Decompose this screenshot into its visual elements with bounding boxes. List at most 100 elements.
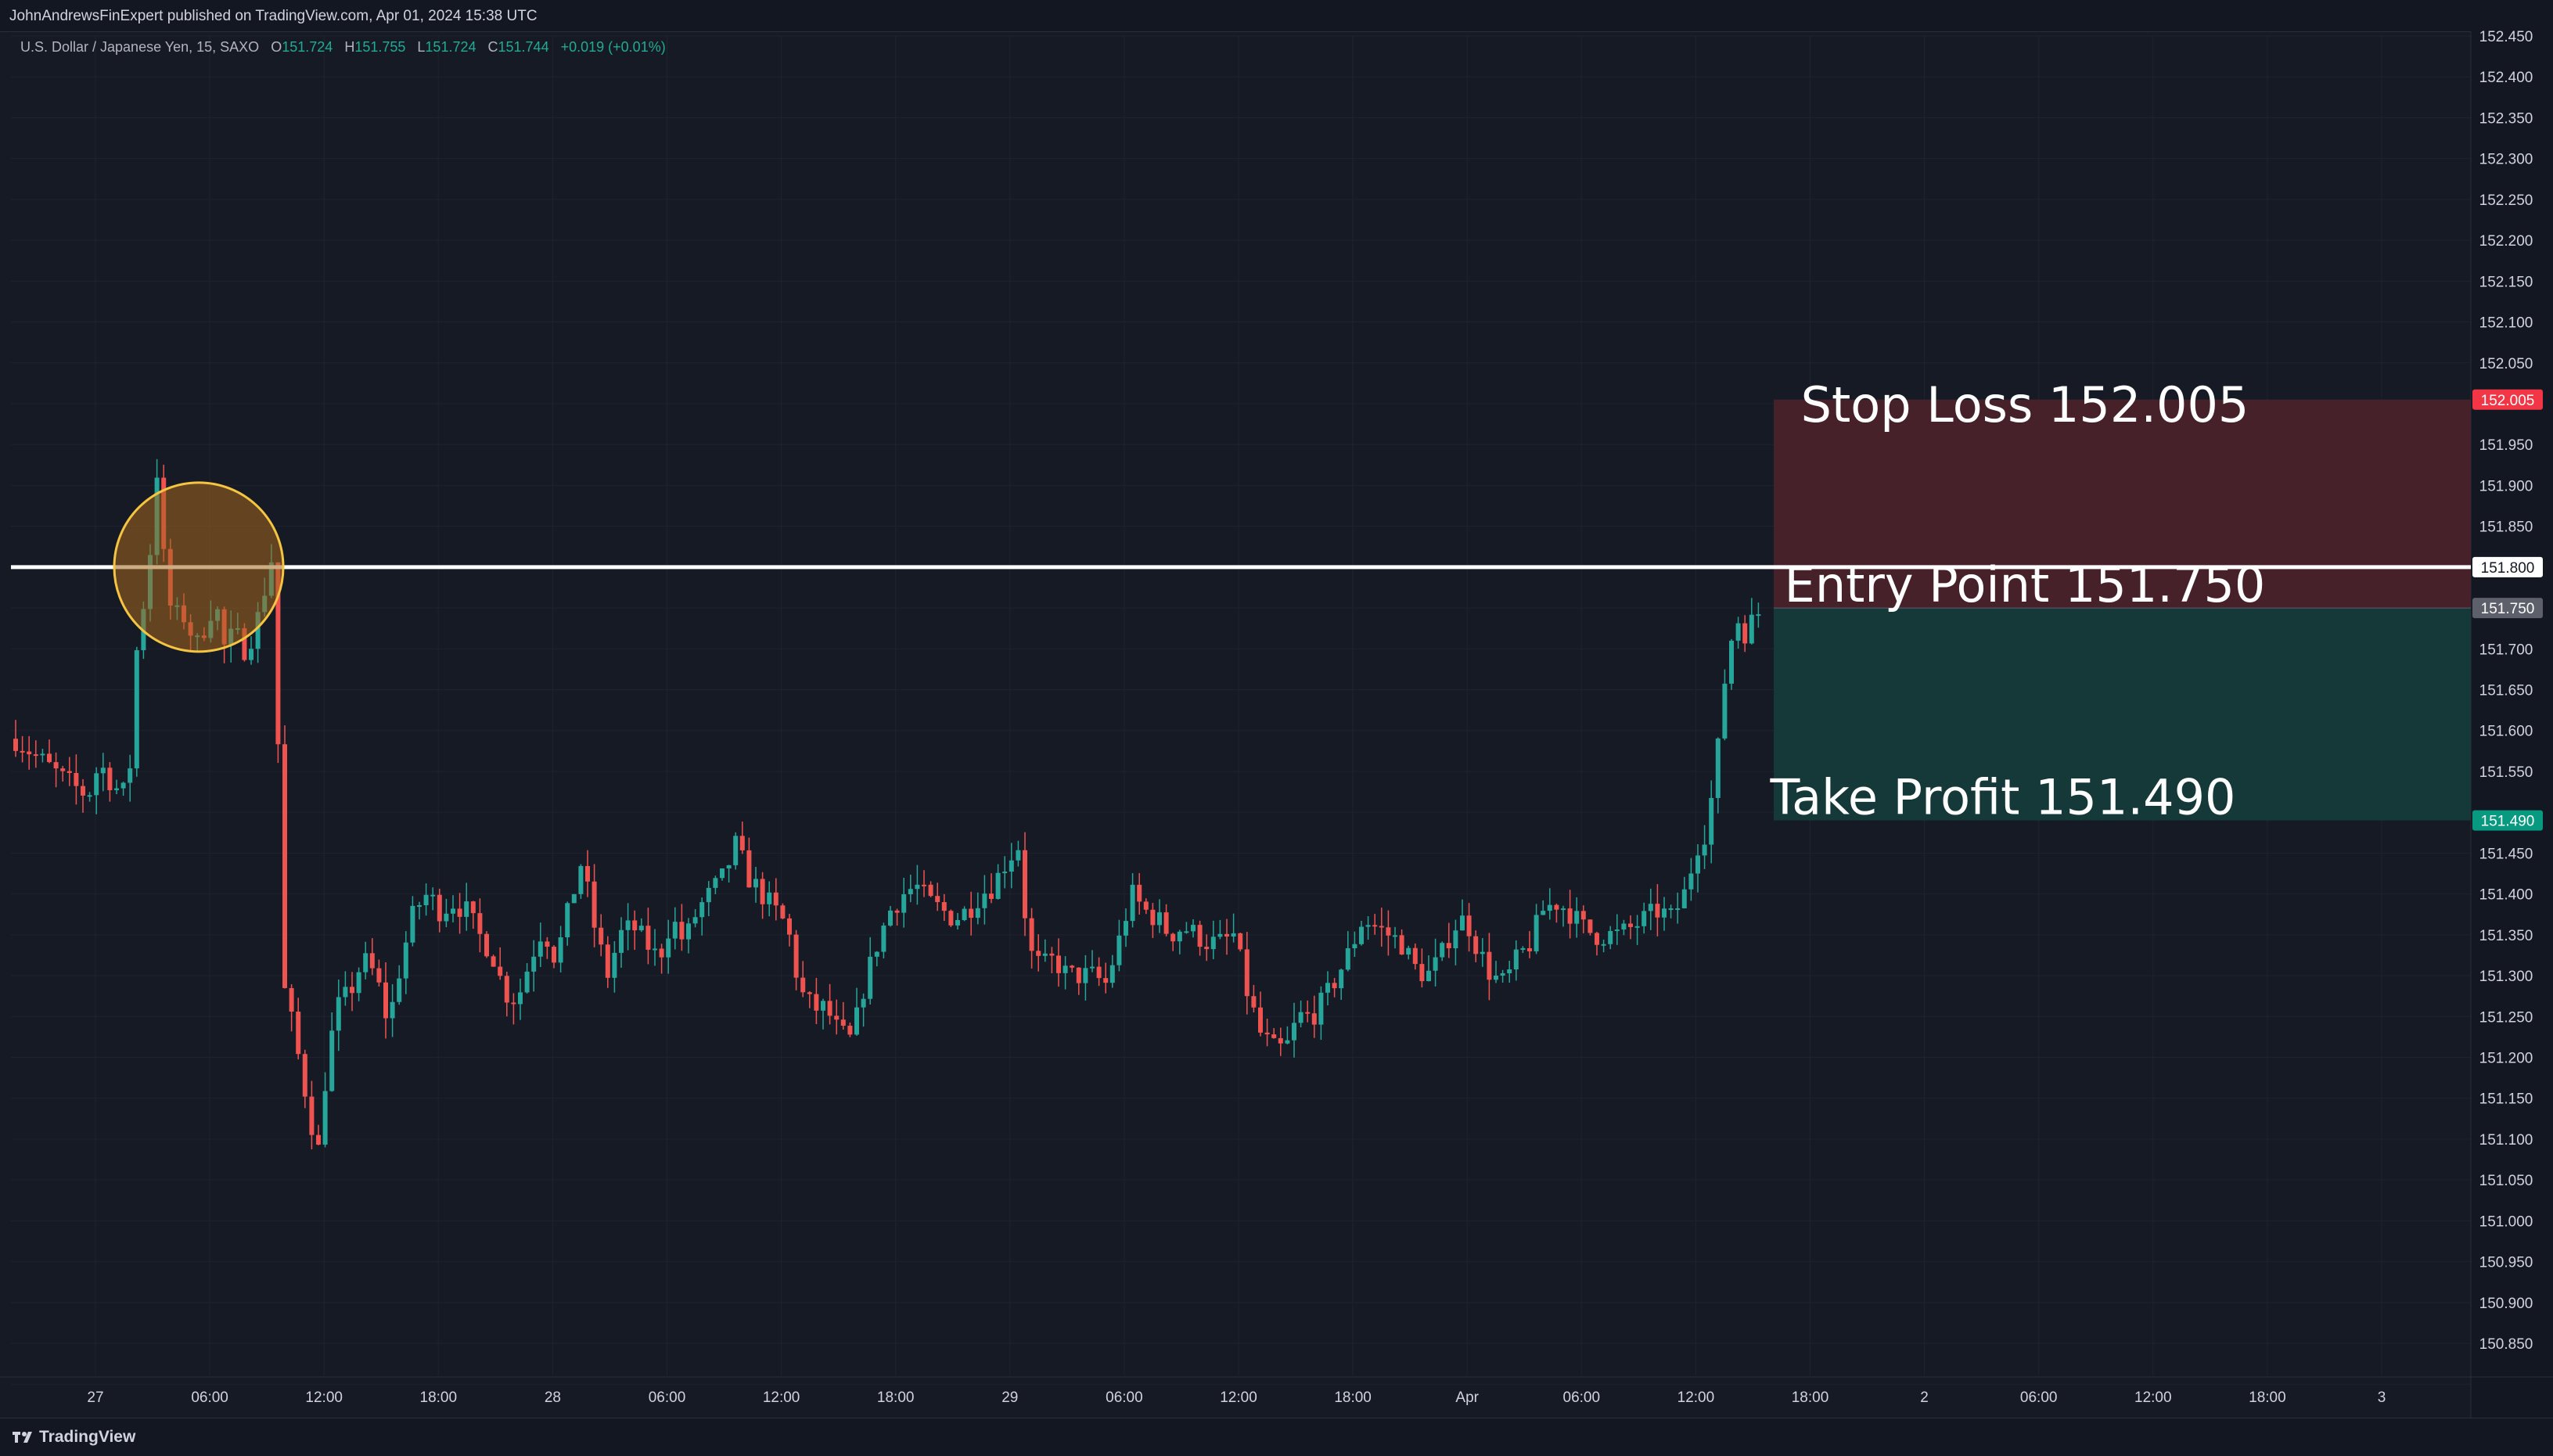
candle-body: [840, 1019, 846, 1026]
candle-body: [1197, 925, 1203, 947]
candle-body: [692, 917, 698, 924]
y-tick-label: 150.850: [2479, 1336, 2533, 1353]
candle-body: [1325, 983, 1330, 993]
candle-body: [1339, 969, 1344, 989]
candle-body: [807, 992, 812, 994]
candle-body: [1244, 949, 1250, 997]
candle-body: [1070, 965, 1075, 968]
candle-body: [720, 868, 725, 879]
candle-body: [60, 768, 66, 771]
candle-body: [53, 762, 59, 769]
candle-body: [1426, 970, 1431, 982]
candle-body: [1668, 908, 1674, 911]
x-tick-label: 3: [2378, 1389, 2386, 1406]
candle-body: [1332, 983, 1337, 989]
candle-body: [612, 952, 617, 978]
candle-body: [1083, 968, 1088, 983]
candle-body: [565, 903, 570, 937]
y-tick-label: 151.350: [2479, 928, 2533, 944]
y-tick-label: 151.850: [2479, 519, 2533, 536]
candle-body: [491, 956, 496, 967]
candle-body: [1433, 957, 1438, 971]
candle-body: [1460, 915, 1465, 931]
candle-body: [1561, 908, 1566, 911]
line-price-badge-bg: [2472, 556, 2543, 577]
candle-body: [275, 562, 281, 745]
candle-body: [545, 941, 550, 947]
candle-body: [100, 768, 106, 774]
candle-body: [20, 750, 25, 753]
candle-body: [726, 865, 732, 868]
x-tick-label: 12:00: [2134, 1389, 2172, 1406]
candle-body: [1648, 904, 1653, 911]
candle-body: [1090, 966, 1095, 969]
candle-body: [1386, 927, 1391, 936]
y-tick-label: 151.600: [2479, 724, 2533, 740]
candle-body: [578, 865, 584, 894]
candle-body: [74, 772, 79, 786]
candle-body: [1184, 931, 1189, 933]
candle-body: [1541, 911, 1546, 915]
candle-body: [350, 987, 354, 994]
candle-body: [1614, 929, 1620, 932]
candle-body: [255, 612, 261, 649]
candle-body: [861, 998, 866, 1008]
candle-body: [1109, 965, 1115, 983]
x-tick-label: 28: [545, 1389, 561, 1406]
candle-body: [1399, 935, 1404, 954]
candle-body: [470, 901, 476, 914]
candle-body: [1595, 933, 1599, 945]
candle-body: [1379, 926, 1384, 928]
candle-body: [827, 1001, 832, 1016]
candle-body: [430, 894, 436, 897]
candle-body: [1473, 936, 1479, 954]
candle-body: [1547, 904, 1552, 911]
candle-body: [922, 884, 926, 886]
take-profit-label: Take Profit 151.490: [1770, 769, 2236, 826]
candle-body: [1453, 930, 1458, 949]
candle-body: [1608, 931, 1613, 944]
candle-body: [296, 1011, 301, 1055]
candle-body: [1124, 921, 1128, 936]
x-tick-label: 12:00: [763, 1389, 800, 1406]
stop-loss-zone: [1774, 399, 2471, 609]
candle-body: [1231, 933, 1236, 937]
candle-body: [1681, 889, 1687, 908]
candle-body: [1513, 949, 1519, 970]
candle-body: [1029, 918, 1034, 951]
x-tick-label: 27: [87, 1389, 103, 1406]
y-tick-label: 151.700: [2479, 642, 2533, 658]
candle-body: [114, 788, 119, 791]
candle-body: [780, 905, 786, 919]
take-profit-zone: [1774, 608, 2471, 821]
candle-body: [329, 1030, 335, 1091]
candle-body: [1365, 925, 1371, 927]
price-chart[interactable]: 27 06:00 12:00 18:00 28 06:00 12:00 18:00 29 06:0…: [0, 0, 2553, 1418]
candle-body: [87, 795, 92, 797]
candle-body: [1534, 915, 1539, 951]
stop-loss-badge-bg: [2472, 389, 2543, 410]
candle-body: [457, 908, 462, 917]
candle-body: [107, 768, 113, 791]
y-tick-label: 152.350: [2479, 110, 2533, 127]
candle-body: [94, 773, 99, 796]
candle-body: [376, 968, 382, 983]
low-value: 151.724: [425, 39, 476, 55]
open-value: 151.724: [282, 39, 333, 55]
candle-body: [437, 894, 442, 922]
y-tick-label: 151.650: [2479, 683, 2533, 699]
candle-body: [935, 896, 940, 903]
close-label: C: [487, 39, 498, 55]
candle-body: [1715, 738, 1721, 798]
y-tick-label: 151.900: [2479, 478, 2533, 494]
candle-body: [1554, 904, 1559, 910]
candle-body: [390, 1001, 395, 1019]
open-label: O: [271, 39, 282, 55]
candle-body: [451, 908, 455, 914]
candle-body: [1695, 855, 1700, 874]
entry-badge-bg: [2472, 598, 2543, 619]
high-value: 151.755: [354, 39, 406, 55]
candle-body: [1292, 1023, 1296, 1041]
y-tick-label: 151.550: [2479, 764, 2533, 781]
candle-body: [1480, 951, 1485, 954]
